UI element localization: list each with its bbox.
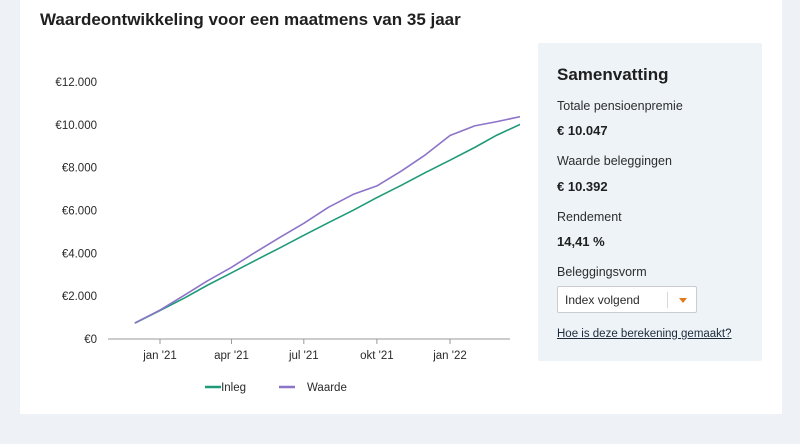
legend-label-inleg: Inleg bbox=[221, 382, 246, 394]
investment-type-select[interactable]: Index volgend bbox=[557, 286, 697, 313]
y-tick-label: €10.000 bbox=[55, 120, 97, 132]
summary-title: Samenvatting bbox=[557, 65, 669, 84]
x-tick-label: jan '22 bbox=[432, 350, 467, 362]
y-tick-label: €0 bbox=[84, 334, 97, 346]
premium-value: € 10.047 bbox=[557, 123, 608, 138]
summary-panel: Samenvatting Totale pensioenpremie € 10.… bbox=[538, 43, 762, 361]
return-label: Rendement bbox=[557, 210, 622, 224]
y-tick-label: €6.000 bbox=[62, 206, 97, 218]
chevron-down-icon[interactable] bbox=[679, 298, 687, 303]
y-tick-label: €2.000 bbox=[62, 291, 97, 303]
y-tick-label: €8.000 bbox=[62, 163, 97, 175]
return-value: 14,41 % bbox=[557, 234, 605, 249]
y-tick-label: €12.000 bbox=[55, 77, 97, 89]
x-tick-label: jul '21 bbox=[288, 350, 319, 362]
premium-label: Totale pensioenpremie bbox=[557, 99, 683, 113]
y-tick-label: €4.000 bbox=[62, 248, 97, 260]
calculation-info-link[interactable]: Hoe is deze berekening gemaakt? bbox=[557, 328, 732, 340]
value-chart: €0 €2.000 €4.000 €6.000 €8.000 €10.000 €12.000… bbox=[55, 77, 520, 394]
page-title: Waardeontwikkeling voor een maatmens van… bbox=[40, 10, 461, 29]
series-line-inleg bbox=[134, 123, 520, 324]
series-line-waarde bbox=[134, 115, 520, 324]
investments-value: € 10.392 bbox=[557, 179, 608, 194]
investment-type-label: Beleggingsvorm bbox=[557, 265, 647, 279]
investment-type-value: Index volgend bbox=[565, 293, 640, 307]
x-tick-label: apr '21 bbox=[214, 350, 249, 362]
select-divider bbox=[667, 292, 668, 308]
x-tick-label: okt '21 bbox=[360, 350, 394, 362]
x-tick-label: jan '21 bbox=[142, 350, 177, 362]
legend-label-waarde: Waarde bbox=[307, 382, 347, 394]
investments-label: Waarde beleggingen bbox=[557, 154, 672, 168]
